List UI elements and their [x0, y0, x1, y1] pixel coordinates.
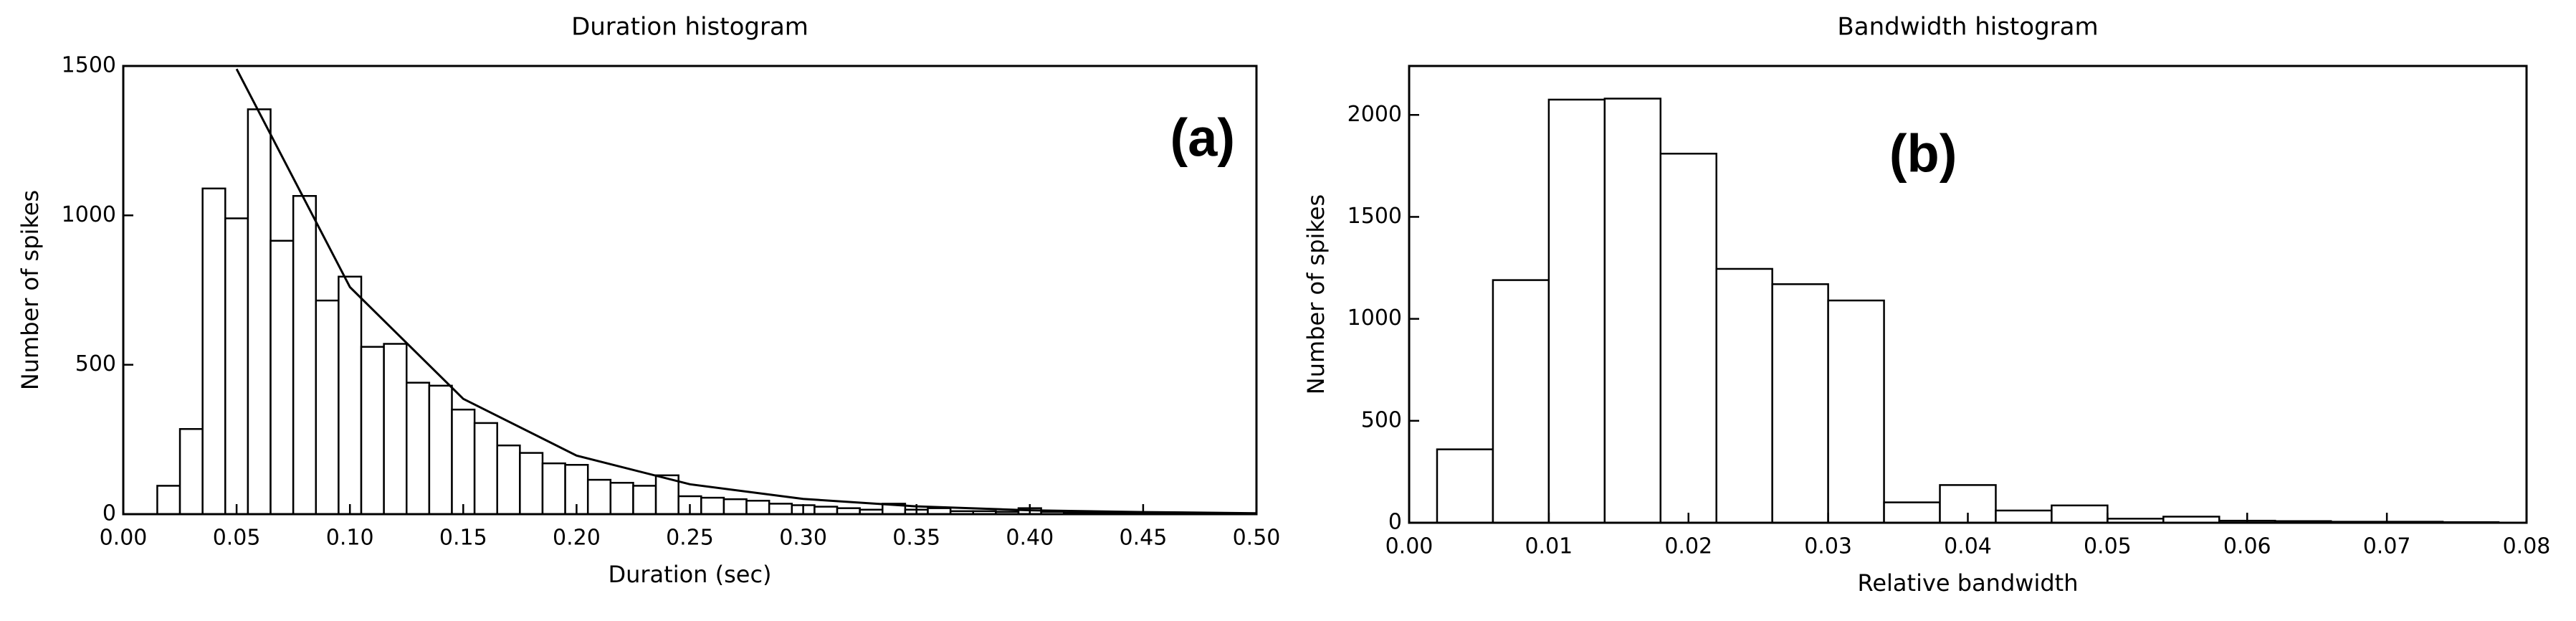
bar [451, 408, 476, 516]
x-tick-label: 0.35 [892, 526, 940, 551]
x-tick-label: 0.03 [1804, 534, 1852, 559]
bar [1547, 98, 1606, 524]
bar [178, 428, 204, 516]
bar [586, 478, 612, 516]
bar [201, 187, 226, 516]
bar [406, 381, 431, 516]
bar [745, 500, 771, 516]
bar [269, 240, 295, 516]
y-tick-label: 1500 [1347, 204, 1402, 229]
y-axis-label: Number of spikes [16, 190, 44, 390]
bar [428, 384, 453, 516]
x-tick-label: 0.04 [1944, 534, 1992, 559]
x-tick-label: 0.00 [1385, 534, 1434, 559]
bar [1436, 448, 1494, 524]
bar [224, 217, 249, 516]
bar [156, 485, 181, 516]
x-tick-label: 0.50 [1233, 526, 1281, 551]
y-tick-label: 0 [1388, 510, 1402, 535]
x-tick-label: 0.20 [553, 526, 601, 551]
chart-title: Duration histogram [571, 13, 808, 42]
bar [247, 108, 272, 516]
bar [1827, 299, 1885, 524]
panel-label: (b) [1889, 124, 1957, 184]
bar [1715, 267, 1773, 524]
bar [1995, 509, 2053, 524]
y-tick-label: 1000 [1347, 305, 1402, 331]
bar [1492, 279, 1550, 524]
y-tick-label: 500 [1361, 407, 1402, 432]
fit-curve [235, 68, 1257, 515]
x-axis-label: Relative bandwidth [1858, 569, 2079, 597]
x-tick-label: 0.25 [666, 526, 714, 551]
bar [722, 498, 748, 516]
chart-title: Bandwidth histogram [1837, 13, 2098, 42]
x-axis-label: Duration (sec) [608, 561, 771, 588]
bar [1603, 98, 1662, 524]
x-tick-label: 0.07 [2363, 534, 2411, 559]
x-tick-label: 0.02 [1664, 534, 1712, 559]
y-tick-label: 1000 [62, 202, 116, 227]
bar [383, 343, 408, 516]
x-tick-label: 0.05 [213, 526, 261, 551]
bar [315, 299, 340, 516]
bar [814, 506, 839, 516]
bar [541, 462, 566, 516]
bar [632, 485, 657, 516]
x-tick-label: 0.40 [1006, 526, 1054, 551]
x-tick-label: 0.01 [1525, 534, 1573, 559]
bar [768, 503, 793, 516]
bar [360, 346, 385, 516]
bar [473, 422, 498, 516]
x-tick-label: 0.10 [326, 526, 374, 551]
bar [496, 444, 521, 516]
bar [609, 482, 634, 516]
x-tick-label: 0.45 [1120, 526, 1168, 551]
x-tick-label: 0.05 [2084, 534, 2132, 559]
bar [1771, 283, 1829, 524]
bar [700, 496, 725, 516]
panel-label: (a) [1170, 108, 1235, 168]
x-tick-label: 0.00 [100, 526, 148, 551]
bar [338, 275, 363, 516]
x-tick-label: 0.08 [2503, 534, 2551, 559]
y-tick-label: 500 [75, 351, 116, 376]
bar [1883, 501, 1941, 524]
bar [1659, 153, 1717, 524]
bar [2051, 504, 2109, 524]
y-tick-label: 2000 [1347, 102, 1402, 127]
y-axis-label: Number of spikes [1302, 194, 1330, 394]
x-tick-label: 0.30 [779, 526, 827, 551]
bar [292, 195, 318, 516]
y-tick-label: 1500 [62, 53, 116, 78]
y-tick-label: 0 [102, 501, 116, 526]
bar [519, 452, 544, 516]
x-tick-label: 0.15 [439, 526, 487, 551]
x-tick-label: 0.06 [2223, 534, 2271, 559]
